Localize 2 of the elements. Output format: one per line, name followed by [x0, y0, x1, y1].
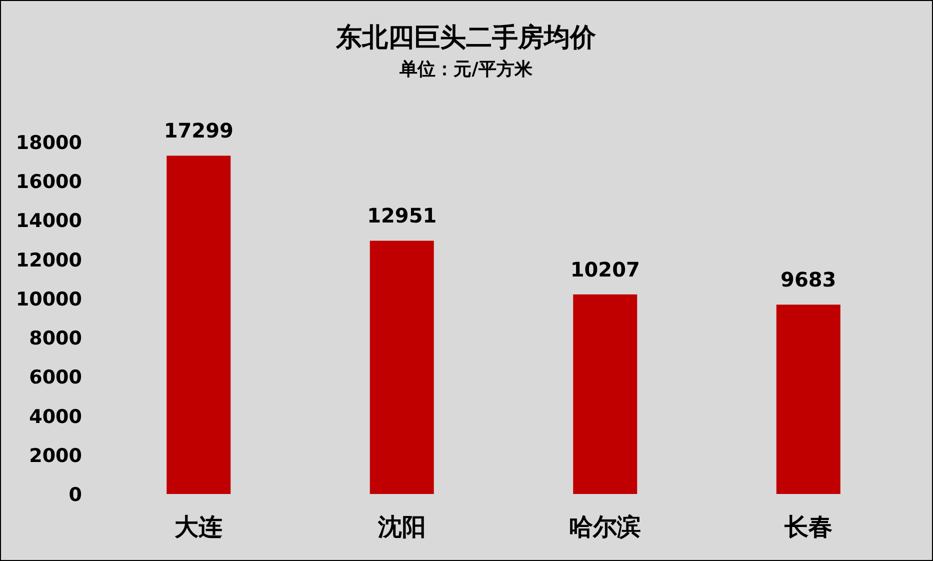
subtitle: 单位：元/平方米: [400, 59, 532, 80]
title: 东北四巨头二手房均价: [336, 23, 596, 53]
